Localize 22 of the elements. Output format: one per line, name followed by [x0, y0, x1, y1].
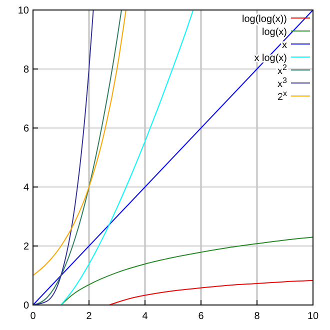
x-tick-label: 0 [30, 311, 36, 322]
x-tick-label: 10 [307, 311, 319, 322]
y-tick-label: 8 [23, 64, 30, 76]
legend-label: x$^{2}$ [278, 62, 288, 77]
y-tick-label: 6 [23, 124, 30, 134]
line-series [32, 10, 94, 306]
x-tick-label: 4 [142, 311, 148, 322]
line-series [108, 280, 314, 306]
legend-label: log(log(x)) [242, 14, 287, 25]
y-tick-label: 10 [18, 6, 30, 16]
y-tick-label: 4 [23, 182, 30, 194]
x-tick-label: 6 [198, 311, 204, 322]
x-tick-label: 8 [254, 311, 260, 322]
legend-label: log(x) [262, 27, 287, 38]
legend-label: x$^{3}$ [278, 76, 288, 90]
legend-label: x [282, 40, 287, 51]
line-series [60, 10, 194, 306]
legend-label: 2$^{x}$ [277, 88, 287, 103]
y-tick-label: 2 [23, 242, 30, 252]
line-series [60, 236, 314, 306]
x-tick-label: 2 [86, 311, 92, 322]
y-tick-label: 0 [23, 300, 30, 312]
